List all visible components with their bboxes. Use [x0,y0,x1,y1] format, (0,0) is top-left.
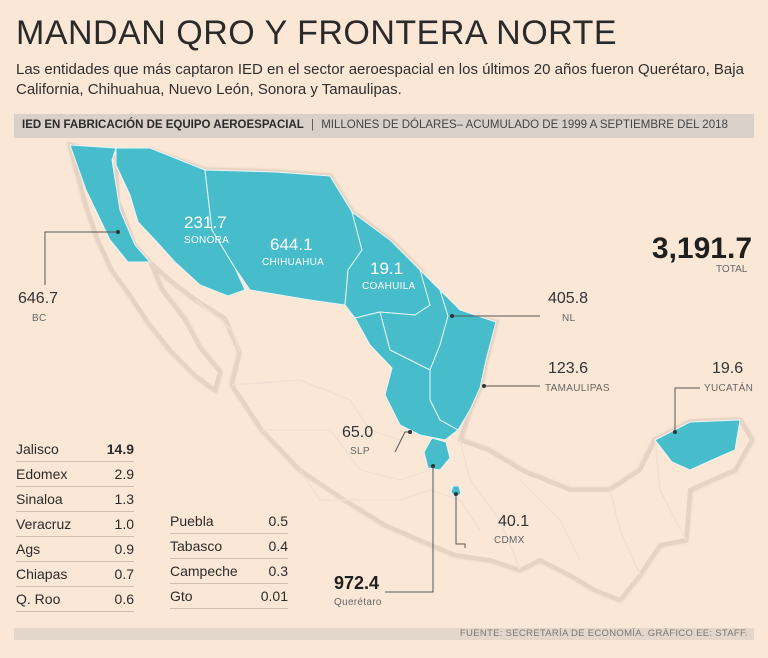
list-item-name: Campeche [170,558,257,584]
list-item: Gto 0.01 [170,583,288,609]
cdmx-label: CDMX [494,535,525,546]
list-item: Campeche 0.3 [170,558,288,584]
list-item: Jalisco 14.9 [16,437,134,462]
list-item-value: 0.01 [256,583,288,609]
chihuahua-label: CHIHUAHUA [262,257,325,268]
bc-label: BC [32,313,47,324]
header-bar-bold: IED EN FABRICACIÓN DE EQUIPO AEROESPACIA… [22,119,304,131]
coahuila-label: COAHUILA [362,281,416,292]
cdmx-value: 40.1 [498,513,530,530]
list-item-value: 0.4 [256,533,288,559]
list-item-value: 0.9 [97,536,134,562]
list-item-value: 0.5 [256,509,288,534]
list-item: Ags 0.9 [16,536,134,562]
state-cdmx [450,485,462,498]
list-item-name: Chiapas [16,561,98,587]
list-item-value: 0.3 [256,558,288,584]
total-block: 3,191.7 [648,232,752,266]
nl-value: 405.8 [548,290,589,307]
footer-source: FUENTE: SECRETARÍA DE ECONOMÍA. GRÁFICO … [459,628,748,639]
list-item-name: Ags [16,536,98,562]
states-list-left: Jalisco 14.9 Edomex 2.9 Sinaloa 1.3 Vera… [16,437,134,612]
page-subtitle: Las entidades que más captaron IED en el… [16,61,744,98]
list-item-name: Tabasco [170,533,257,559]
list-item: Puebla 0.5 [170,509,288,534]
mexico-map [44,142,755,603]
list-item: Veracruz 1.0 [16,511,134,537]
leader-lines [44,231,700,593]
sonora-value: 231.7 [184,213,227,232]
total-value: 3,191.7 [651,232,752,265]
total-label: TOTAL [716,264,748,275]
sonora-label: SONORA [184,235,230,246]
state-queretaro [423,437,451,471]
bc-value: 646.7 [18,290,59,307]
list-item-name: Q. Roo [16,586,98,612]
list-item-value: 14.9 [97,437,134,462]
yucatan-value: 19.6 [712,360,744,377]
leader-dots [116,230,677,496]
list-item-value: 0.7 [97,561,134,587]
page-title: MANDAN QRO Y FRONTERA NORTE [16,14,618,52]
list-item-name: Gto [170,583,257,609]
list-item: Q. Roo 0.6 [16,586,134,612]
list-item-value: 1.3 [97,486,134,512]
queretaro-value: 972.4 [334,573,380,593]
list-item-name: Edomex [16,461,98,487]
list-item: Edomex 2.9 [16,461,134,487]
coahuila-value: 19.1 [370,259,404,278]
tamaulipas-value: 123.6 [548,360,589,377]
list-item: Chiapas 0.7 [16,561,134,587]
state-bc [69,144,152,263]
header-bar-text: IED EN FABRICACIÓN DE EQUIPO AEROESPACIA… [22,119,728,131]
state-slp [354,311,459,441]
nl-label: NL [562,313,576,324]
list-item: Tabasco 0.4 [170,533,288,559]
list-item-name: Jalisco [16,437,98,462]
header-bar-normal: MILLONES DE DÓLARES– ACUMULADO DE 1999 A… [321,119,728,131]
list-item: Sinaloa 1.3 [16,486,134,512]
slp-label: SLP [350,446,370,457]
header-bar: IED EN FABRICACIÓN DE EQUIPO AEROESPACIA… [14,114,754,138]
states-list-right: Puebla 0.5 Tabasco 0.4 Campeche 0.3 Gto … [170,509,288,609]
yucatan-label: YUCATÁN [704,383,754,394]
list-item-value: 0.6 [97,586,134,612]
slp-value: 65.0 [342,424,374,441]
list-item-name: Puebla [170,509,257,534]
list-item-name: Veracruz [16,511,98,537]
highlighted-states [69,144,741,498]
queretaro-label: Querétaro [334,597,382,608]
list-item-name: Sinaloa [16,486,98,512]
footer-bar: FUENTE: SECRETARÍA DE ECONOMÍA. GRÁFICO … [14,628,754,640]
state-borders [195,299,687,576]
list-item-value: 2.9 [97,461,134,487]
chihuahua-value: 644.1 [270,235,313,254]
list-item-value: 1.0 [97,511,134,537]
header-bar-separator: | [310,119,314,131]
tamaulipas-label: TAMAULIPAS [545,383,610,394]
